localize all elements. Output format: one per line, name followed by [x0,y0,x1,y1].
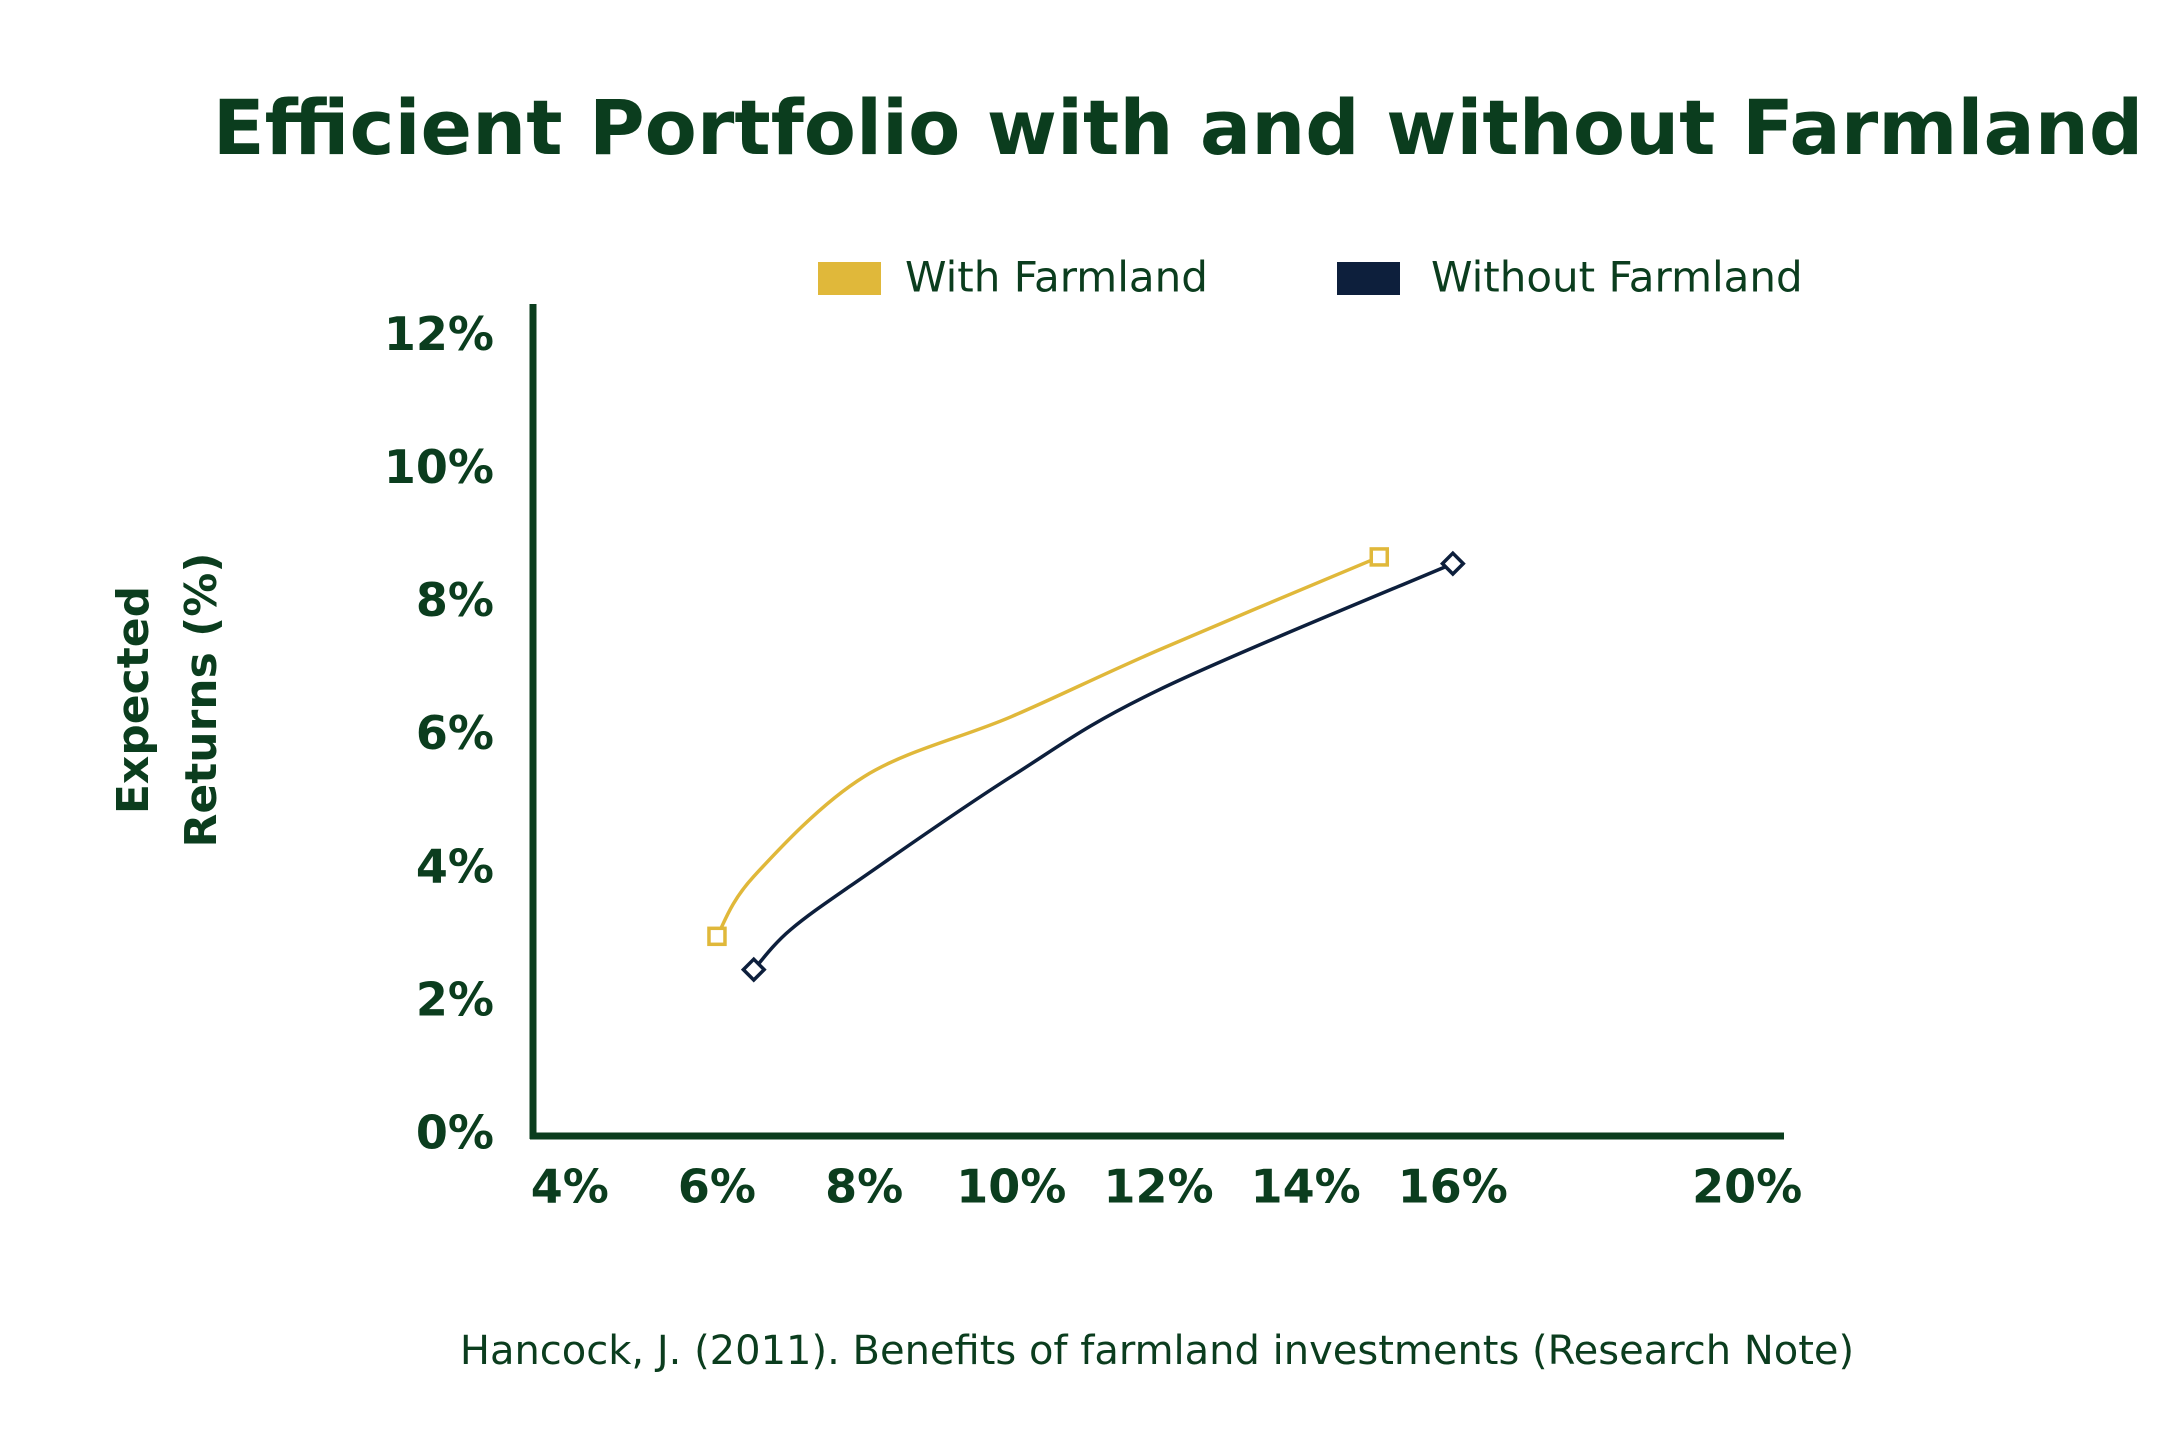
y-tick-label: 2% [416,972,494,1026]
x-tick-label: 8% [825,1160,903,1214]
x-tick-label: 20% [1692,1160,1802,1214]
series-line [752,561,1454,971]
y-tick-label: 6% [416,706,494,760]
point-marker [1439,550,1466,577]
x-tick-label: 10% [956,1160,1066,1214]
x-tick-label: 12% [1103,1160,1213,1214]
y-axis-title: Expected Returns (%) [108,552,227,848]
legend-label: With Farmland [905,253,1208,302]
point-marker [1369,547,1390,567]
chart-title: Efficient Portfolio with and without Far… [213,83,2143,172]
x-tick-label: 16% [1398,1160,1508,1214]
y-tick-label: 0% [416,1106,494,1160]
legend-swatch [818,262,881,295]
source-note: Hancock, J. (2011). Benefits of farmland… [460,1328,1854,1374]
point-marker [740,956,767,983]
y-tick-label: 12% [384,307,494,361]
y-tick-label: 10% [384,440,494,494]
legend-label: Without Farmland [1431,253,1803,302]
y-tick-label: 8% [416,573,494,627]
x-tick-label: 14% [1251,1160,1361,1214]
series-line [715,555,1380,938]
legend-swatch [1337,262,1400,295]
point-marker [707,926,727,947]
x-tick-label: 6% [678,1160,756,1214]
y-tick-label: 4% [416,839,494,893]
x-tick-label: 4% [531,1160,609,1214]
